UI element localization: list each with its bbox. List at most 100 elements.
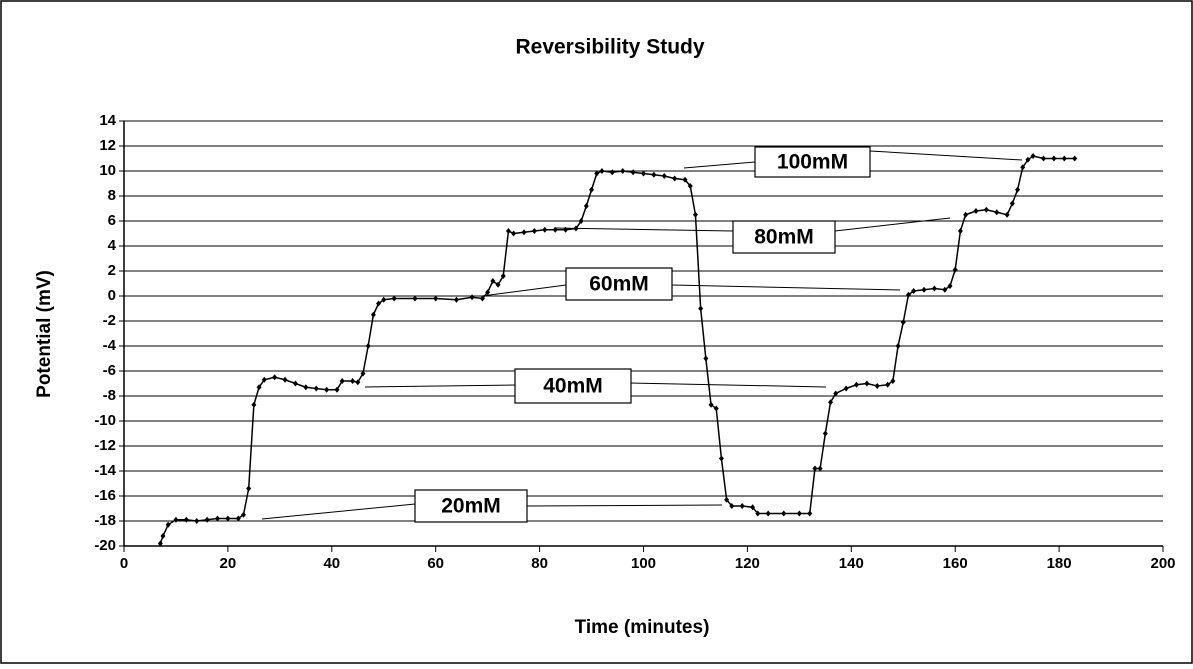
annotation-leader: [834, 217, 951, 232]
annotation-box: [414, 489, 528, 523]
annotation-box: [514, 368, 632, 404]
data-marker: [246, 485, 252, 492]
data-marker: [376, 300, 382, 307]
data-marker: [807, 510, 813, 517]
data-marker: [822, 430, 828, 437]
data-marker: [833, 390, 839, 397]
data-marker: [1061, 155, 1067, 162]
data-marker: [817, 465, 823, 472]
data-marker: [391, 295, 397, 302]
data-marker: [900, 319, 906, 326]
data-marker: [433, 295, 439, 302]
data-marker: [687, 183, 693, 189]
annotation-label: 40mM: [543, 375, 603, 398]
data-marker: [204, 516, 210, 523]
annotation-leader: [630, 382, 827, 388]
data-marker: [843, 385, 849, 392]
data-marker: [692, 211, 698, 218]
data-marker: [739, 503, 745, 509]
x-tick-label: 80: [531, 555, 548, 572]
data-marker: [620, 168, 626, 174]
data-marker: [324, 386, 330, 393]
data-marker: [215, 515, 221, 522]
x-tick-label: 20: [220, 555, 237, 572]
data-marker: [921, 286, 927, 293]
chart-title: Reversibility Study: [515, 36, 704, 59]
data-marker: [1025, 156, 1031, 163]
data-marker: [485, 289, 491, 296]
y-tick-label: -20: [94, 537, 116, 554]
data-marker: [531, 228, 537, 234]
data-marker: [1004, 211, 1010, 218]
data-marker: [1030, 153, 1036, 159]
annotation-box: [754, 146, 871, 178]
y-tick-label: -12: [94, 437, 116, 454]
y-axis-title: Potential (mV): [34, 270, 55, 398]
data-marker: [672, 175, 678, 182]
data-marker: [812, 465, 818, 472]
annotation-label: 60mM: [589, 273, 649, 296]
annotation-leader: [869, 150, 1023, 161]
data-marker: [495, 281, 501, 288]
data-marker: [947, 283, 953, 289]
annotation-box: [732, 220, 836, 254]
data-marker: [183, 516, 189, 523]
data-marker: [682, 176, 688, 183]
data-marker: [1020, 164, 1026, 171]
data-marker: [240, 511, 246, 518]
data-marker: [350, 378, 356, 384]
data-marker: [1072, 155, 1078, 162]
data-marker: [505, 228, 511, 234]
annotation-label: 20mM: [441, 495, 501, 518]
data-marker: [412, 295, 418, 302]
annotation-box: [565, 267, 673, 301]
data-marker: [1051, 155, 1057, 162]
data-marker: [781, 510, 787, 517]
data-marker: [698, 305, 704, 312]
y-tick-label: 4: [108, 237, 117, 254]
data-marker: [1041, 155, 1047, 162]
y-tick-label: -2: [103, 312, 116, 329]
data-marker: [334, 386, 340, 393]
x-tick-label: 100: [631, 555, 656, 572]
data-marker: [765, 510, 771, 517]
data-marker: [952, 266, 958, 273]
data-marker: [360, 370, 366, 377]
data-marker: [963, 211, 969, 218]
data-marker: [973, 208, 979, 214]
y-tick-label: 10: [99, 162, 116, 179]
annotation-leader: [364, 384, 516, 388]
data-marker: [630, 169, 636, 176]
data-marker: [370, 311, 376, 318]
data-marker: [750, 504, 756, 511]
data-marker: [583, 203, 589, 209]
x-tick-label: 160: [943, 555, 968, 572]
data-marker: [911, 288, 917, 294]
data-marker: [874, 383, 880, 389]
data-marker: [355, 379, 361, 386]
data-marker: [594, 170, 600, 177]
data-marker: [895, 343, 901, 349]
y-tick-label: 0: [108, 287, 116, 304]
x-tick-label: 200: [1150, 555, 1175, 572]
y-tick-label: 6: [108, 212, 116, 229]
data-marker: [256, 384, 262, 391]
data-marker: [339, 378, 345, 384]
data-marker: [708, 401, 714, 408]
x-tick-label: 60: [427, 555, 444, 572]
y-tick-label: -8: [103, 387, 116, 404]
data-marker: [303, 384, 309, 391]
data-marker: [729, 503, 735, 509]
data-marker: [313, 385, 319, 392]
data-marker: [651, 171, 657, 178]
x-axis-title: Time (minutes): [575, 617, 710, 638]
data-marker: [292, 380, 298, 387]
data-marker: [521, 229, 527, 236]
data-marker: [661, 173, 667, 179]
data-marker: [261, 376, 267, 383]
data-marker: [609, 169, 615, 176]
annotation-leader: [526, 504, 723, 507]
data-marker: [641, 170, 646, 177]
data-marker: [599, 168, 605, 174]
